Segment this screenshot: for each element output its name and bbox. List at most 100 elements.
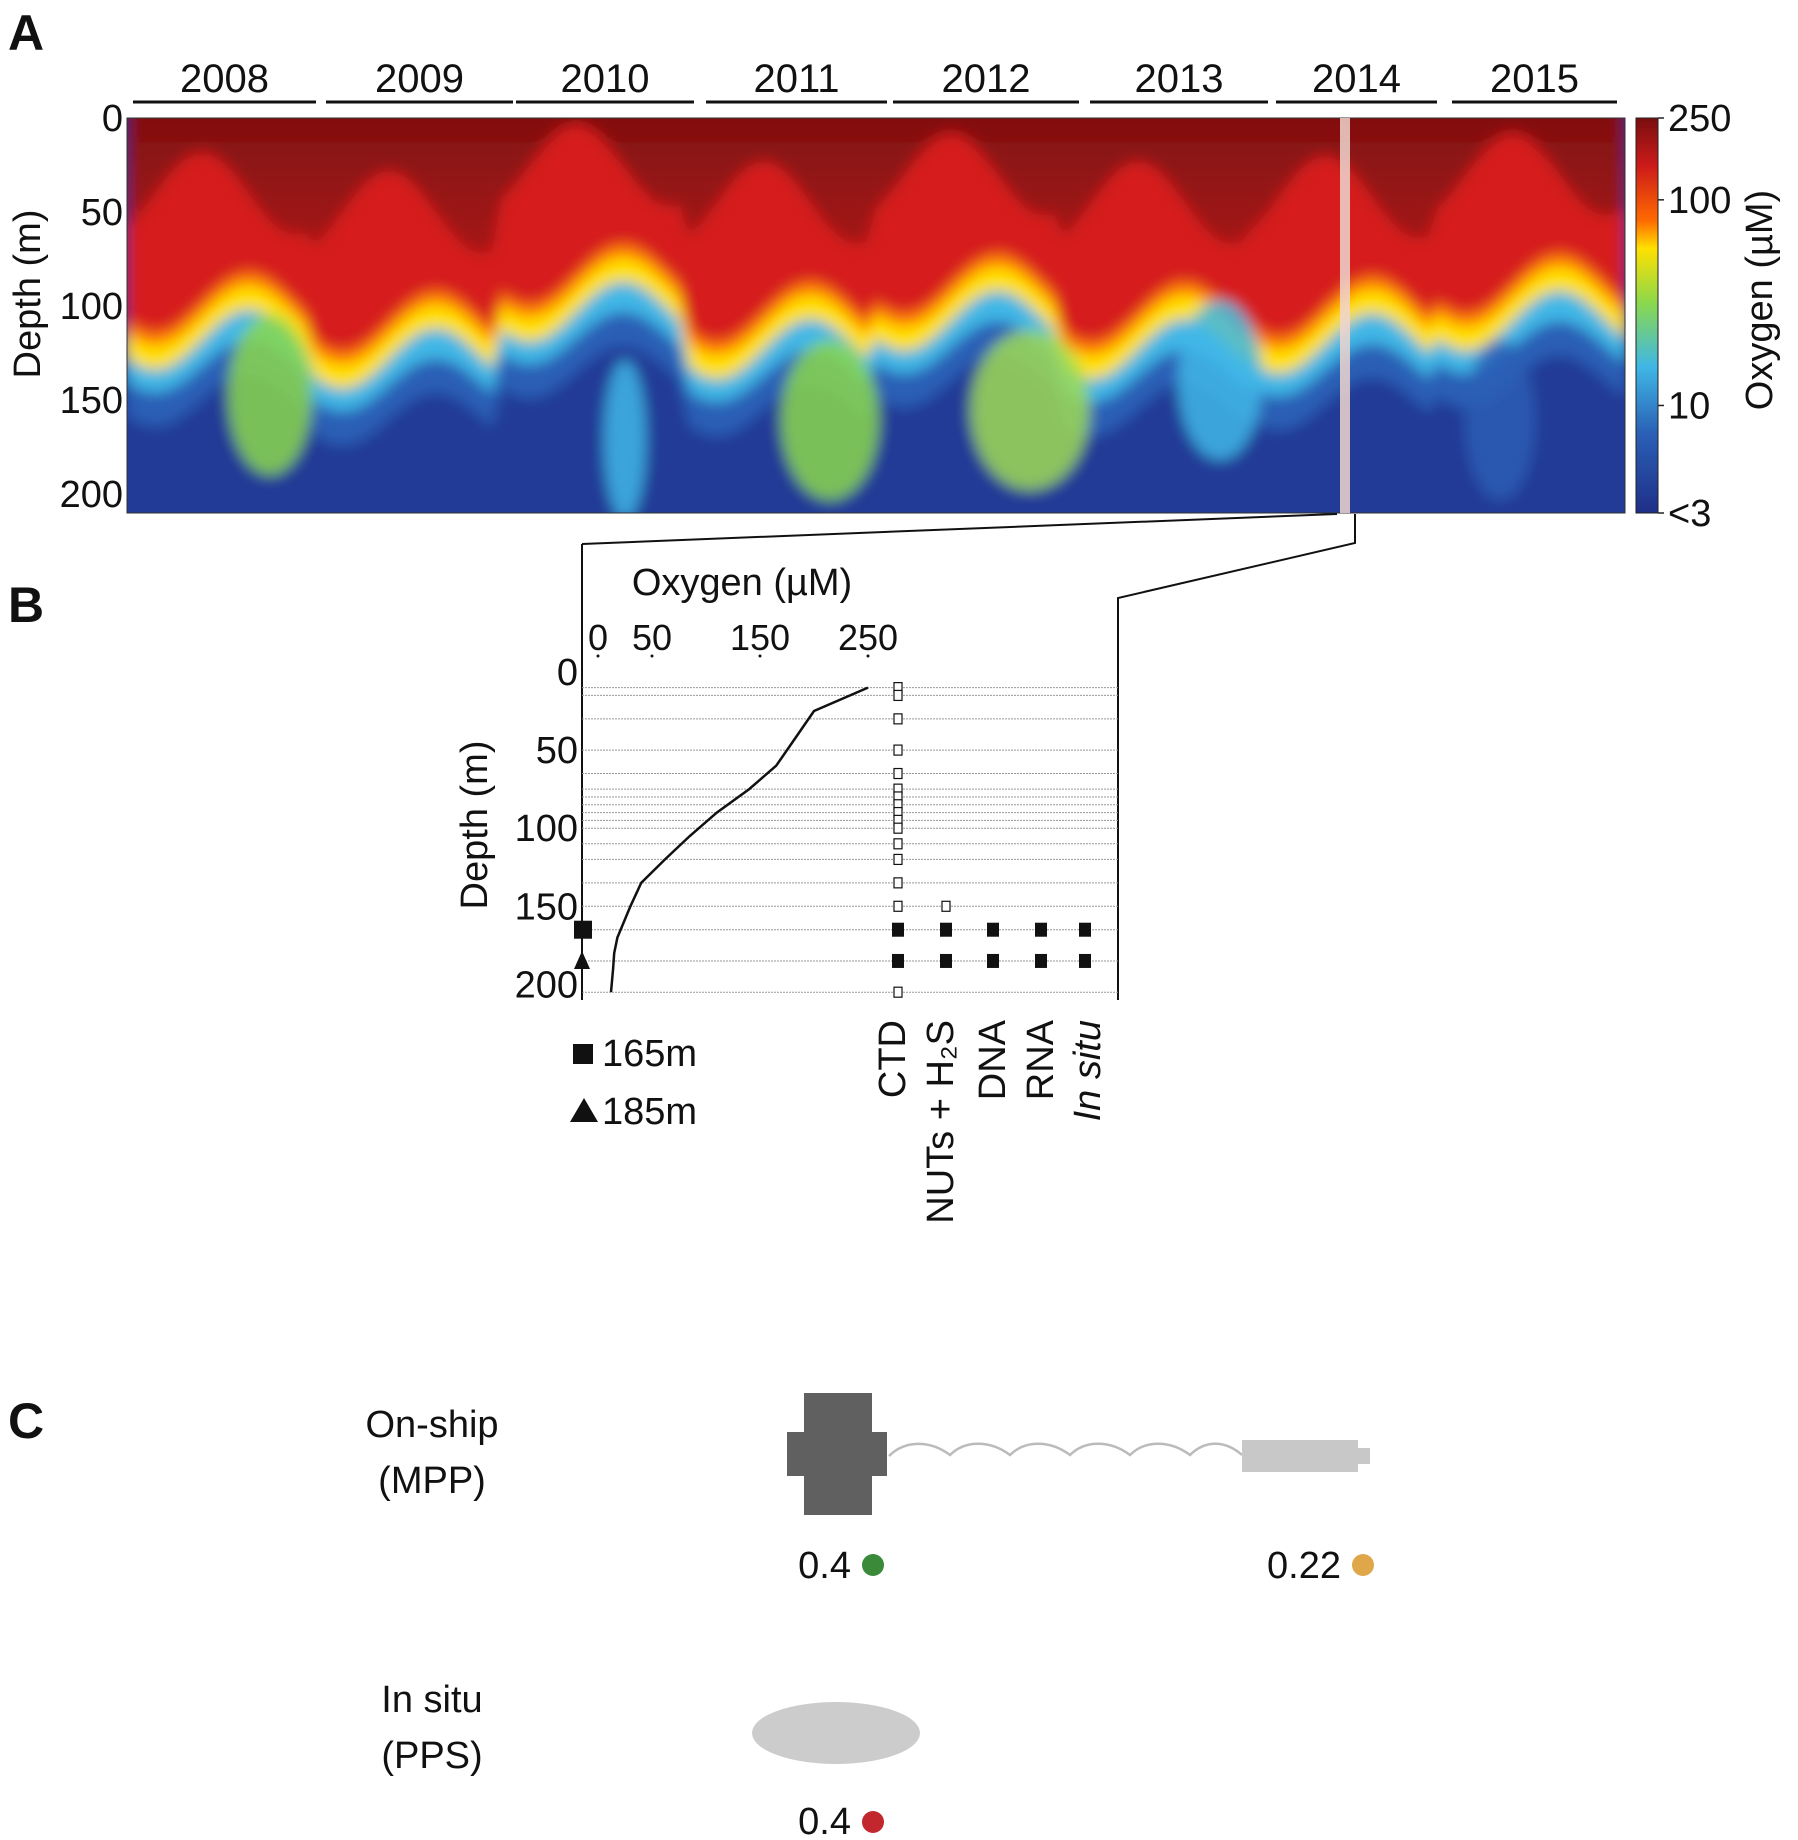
year-label: 2013	[1135, 57, 1224, 101]
column-label-dna: DNA	[972, 1019, 1014, 1100]
year-label: 2010	[561, 57, 650, 101]
sample-filled	[1079, 953, 1091, 968]
filter-dot-red	[862, 1811, 884, 1833]
depth-tick-label-b: 50	[536, 730, 578, 772]
sample-open	[893, 822, 903, 834]
highlight-2014-cast	[1340, 118, 1350, 513]
tubing-icon	[888, 1442, 1243, 1457]
onship-label-line1: On-ship	[365, 1404, 498, 1446]
depth-axis-b: 0 50 100 150 200	[515, 652, 578, 1006]
sample-filled	[892, 953, 904, 968]
oxygen-tick-dot	[758, 654, 762, 658]
depth-axis-label-b: Depth (m)	[454, 741, 496, 910]
ventilation-patch	[604, 360, 646, 513]
year-label: 2009	[375, 57, 464, 101]
legend-square-label: 165m	[602, 1033, 697, 1075]
oxygen-tick-label: 150	[730, 617, 790, 658]
depth-tick-label-b: 0	[557, 652, 578, 694]
sample-open	[893, 713, 903, 725]
colorbar-tick-label: 250	[1668, 98, 1731, 140]
ventilation-patch	[1178, 300, 1262, 460]
depth-tick-label-a: 100	[60, 286, 123, 328]
oxygen-heatmap	[126, 117, 1626, 514]
ventilation-patch	[1465, 340, 1535, 500]
column-label-rna: RNA	[1020, 1019, 1062, 1100]
depth-tick-label-a: 0	[102, 98, 123, 140]
depth-markers	[574, 920, 592, 993]
sample-open	[893, 853, 903, 866]
filter-value-mpp-022: 0.22	[1267, 1545, 1341, 1587]
sample-open	[893, 689, 903, 702]
sample-filled	[940, 953, 952, 968]
sample-open	[893, 986, 903, 998]
pps-sampler-icon	[752, 1702, 920, 1764]
oxygen-axis-b: 0 50 150 250	[588, 617, 898, 658]
sample-open	[893, 767, 903, 780]
column-label-ctd: CTD	[872, 1020, 914, 1098]
year-labels: 2008 2009 2010 2011 2012 2013 2014 2015	[133, 57, 1617, 104]
year-label: 2015	[1490, 57, 1579, 101]
depth-axis-a: 0 50 100 150 200	[60, 98, 123, 516]
depth-tick-label-a: 50	[81, 192, 123, 234]
panel-label-b: B	[8, 577, 44, 633]
sample-filled	[1035, 922, 1047, 937]
insitu-label-line1: In situ	[381, 1679, 482, 1721]
depth-tick-label-a: 200	[60, 474, 123, 516]
depth-tick-label-b: 150	[515, 886, 578, 928]
filter-dot-green	[862, 1554, 884, 1576]
colorbar-tick-label: 100	[1668, 180, 1731, 222]
sample-open	[893, 744, 903, 756]
ventilation-patch	[228, 315, 312, 475]
filter-dot-orange	[1352, 1554, 1374, 1576]
year-label: 2014	[1312, 57, 1401, 101]
colorbar-label: Oxygen (µM)	[1739, 190, 1781, 410]
colorbar-tick-label: <3	[1668, 493, 1711, 535]
filter-value-pps-04: 0.4	[798, 1801, 851, 1840]
oxygen-tick-label: 0	[588, 617, 608, 658]
legend-square-icon	[573, 1044, 593, 1064]
ventilation-patch	[970, 330, 1090, 490]
sample-depth-grid	[582, 687, 1118, 993]
oxygen-tick-dot	[866, 654, 870, 658]
oxygen-profile-line	[609, 686, 869, 993]
colorbar: 250 100 10 <3 Oxygen (µM)	[1635, 98, 1781, 535]
filter-value-mpp-04: 0.4	[798, 1545, 851, 1587]
panel-label-c: C	[8, 1393, 44, 1449]
column-labels: CTD NUTs + H₂S DNA RNA In situ	[872, 1019, 1109, 1223]
depth-tick-label-a: 150	[60, 380, 123, 422]
sample-filled	[892, 922, 904, 937]
panel-label-a: A	[8, 5, 44, 61]
oxygen-tick-dot	[650, 654, 654, 658]
sample-open	[893, 877, 903, 889]
oxygen-tick-dot	[596, 654, 600, 658]
oxygen-axis-title: Oxygen (µM)	[632, 562, 852, 604]
mpp-pump-icon	[787, 1393, 887, 1515]
colorbar-tick-label: 10	[1668, 385, 1710, 427]
depth-tick-label-b: 100	[515, 808, 578, 850]
depth-axis-label-a: Depth (m)	[7, 210, 49, 379]
sample-open	[941, 900, 951, 912]
column-label-nuts: NUTs + H₂S	[920, 1020, 962, 1224]
marker-square-165	[574, 920, 592, 939]
sample-filled	[1035, 953, 1047, 968]
oxygen-tick-label: 250	[838, 617, 898, 658]
legend-triangle-icon	[570, 1098, 598, 1122]
sample-filled	[1079, 922, 1091, 937]
sample-open	[893, 838, 903, 850]
sample-filled	[987, 953, 999, 968]
column-label-nuts-text: NUTs + H₂S	[920, 1020, 962, 1224]
year-label: 2008	[180, 57, 269, 101]
ventilation-patch	[781, 340, 879, 500]
year-label: 2011	[753, 57, 839, 101]
marker-triangle-185	[574, 950, 590, 969]
sample-matrix	[892, 682, 1091, 998]
insitu-label-line2: (PPS)	[381, 1735, 482, 1777]
oxygen-tick-label: 50	[632, 617, 672, 658]
sample-open	[893, 900, 903, 912]
sample-filled	[987, 922, 999, 937]
column-label-insitu: In situ	[1067, 1020, 1109, 1121]
filter-cartridge-icon	[1242, 1440, 1370, 1472]
onship-label-line2: (MPP)	[378, 1460, 486, 1502]
depth-tick-label-b: 200	[515, 964, 578, 1006]
